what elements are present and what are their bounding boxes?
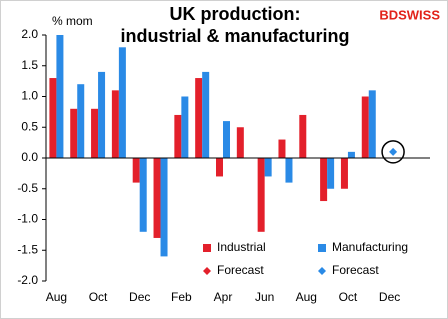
legend-label: Forecast	[217, 263, 264, 277]
x-tick-label: Oct	[89, 290, 108, 304]
bar	[98, 71, 106, 158]
bar	[70, 108, 78, 158]
bar	[160, 158, 168, 257]
x-tick-label: Dec	[379, 290, 400, 304]
bar	[320, 158, 328, 202]
x-tick-label: Aug	[46, 290, 67, 304]
forecast-marker	[389, 147, 398, 156]
bar	[264, 158, 272, 177]
x-tick-label: Apr	[214, 290, 233, 304]
legend-swatch	[203, 244, 211, 252]
bar	[299, 114, 307, 158]
y-tick-label: -1.5	[17, 242, 38, 256]
chart-title: UK production:	[170, 4, 301, 24]
bar	[181, 96, 189, 158]
bar	[132, 158, 140, 183]
y-axis-label: % mom	[52, 14, 93, 28]
y-tick-label: 2.0	[21, 27, 38, 41]
chart-title: industrial & manufacturing	[120, 26, 349, 46]
x-tick-label: Dec	[129, 290, 150, 304]
bar	[361, 96, 369, 158]
logo: BDSWISS	[379, 7, 440, 22]
bar	[56, 35, 64, 158]
legend-label: Industrial	[217, 240, 266, 254]
y-tick-label: 0.0	[21, 150, 38, 164]
legend-swatch	[318, 267, 326, 275]
bar	[91, 108, 99, 158]
bar	[285, 158, 293, 183]
x-tick-label: Aug	[296, 290, 317, 304]
bar	[153, 158, 161, 238]
bar	[118, 47, 126, 158]
y-tick-label: 0.5	[21, 119, 38, 133]
bar	[236, 127, 244, 158]
bar	[77, 84, 85, 158]
bar	[347, 151, 355, 158]
legend-swatch	[318, 244, 326, 252]
bar	[195, 78, 203, 158]
legend-swatch	[203, 267, 211, 275]
x-tick-label: Feb	[171, 290, 192, 304]
y-tick-label: 1.5	[21, 58, 38, 72]
bar	[223, 121, 230, 158]
bar	[111, 90, 119, 158]
bar	[202, 71, 210, 158]
y-tick-label: -2.0	[17, 273, 38, 287]
highlight-circle	[381, 140, 405, 164]
bar	[340, 158, 348, 189]
y-tick-label: -0.5	[17, 181, 38, 195]
bar	[49, 78, 57, 158]
x-tick-label: Jun	[255, 290, 274, 304]
bar	[327, 158, 335, 189]
bar	[368, 90, 376, 158]
legend-label: Manufacturing	[332, 240, 408, 254]
bar	[278, 139, 286, 158]
bar	[139, 158, 147, 232]
bar	[216, 158, 223, 177]
bar	[257, 158, 265, 232]
x-tick-label: Oct	[339, 290, 358, 304]
bar	[174, 114, 182, 158]
y-tick-label: -1.0	[17, 212, 38, 226]
y-tick-label: 1.0	[21, 89, 38, 103]
legend-label: Forecast	[332, 263, 379, 277]
